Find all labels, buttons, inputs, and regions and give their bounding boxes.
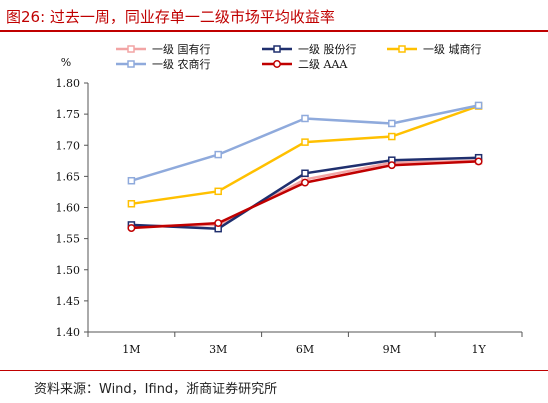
data-point (301, 178, 309, 187)
y-tick-label: 1.65 (56, 170, 81, 183)
data-point (388, 132, 396, 141)
y-tick-label: 1.45 (56, 295, 81, 308)
x-tick-label: 6M (296, 343, 314, 356)
y-tick-label: 1.75 (56, 108, 81, 121)
legend-label: 一级 股份行 (298, 43, 357, 56)
legend-item: 二级 AAA (262, 58, 348, 71)
data-point (214, 150, 222, 159)
legend-swatch-marker (127, 45, 135, 53)
series-line (131, 156, 479, 230)
y-tick-label: 1.80 (56, 77, 81, 90)
legend-label: 二级 AAA (298, 58, 348, 71)
legend-item: 一级 农商行 (116, 57, 211, 71)
legend-label: 一级 农商行 (152, 57, 211, 71)
data-point (214, 187, 222, 196)
data-point (127, 176, 136, 185)
data-point (301, 169, 309, 178)
data-point (474, 101, 483, 110)
figure-title: 图26: 过去一周，同业存单一二级市场平均收益率 (6, 8, 335, 26)
y-tick-label: 1.60 (56, 202, 81, 215)
title-rule (0, 30, 548, 32)
series-4 (127, 101, 483, 185)
legend-label: 一级 国有行 (152, 42, 211, 56)
source-note: 资料来源：Wind，Ifind，浙商证券研究所 (34, 382, 278, 397)
y-tick-label: 1.70 (56, 139, 81, 152)
series-5 (127, 157, 483, 232)
data-point (388, 119, 396, 128)
legend-swatch-marker (273, 45, 281, 53)
data-point (127, 224, 136, 232)
legend-swatch-marker (127, 60, 135, 68)
data-point (301, 114, 309, 123)
chart-axes: % 1.40 1.45 1.50 1.55 1.60 1.65 1.70 1.75 1.80 1M 3… (56, 56, 523, 356)
x-tick-label: 9M (383, 343, 401, 356)
y-tick-label: 1.40 (56, 326, 81, 339)
x-tick-label: 3M (209, 343, 227, 356)
data-point (474, 157, 483, 166)
legend-item: 一级 国有行 (116, 42, 211, 56)
series-1 (127, 157, 483, 230)
data-point (127, 200, 136, 208)
data-point (387, 161, 396, 170)
y-tick-label: 1.55 (56, 233, 81, 246)
legend-swatch-marker (273, 60, 281, 68)
y-axis-unit: % (61, 56, 71, 69)
bottom-rule (0, 370, 548, 371)
y-tick-label: 1.50 (56, 264, 81, 277)
legend-label: 一级 城商行 (423, 42, 482, 56)
data-point (214, 219, 223, 228)
legend-item: 一级 城商行 (387, 42, 482, 56)
legend-swatch-marker (398, 45, 406, 53)
series-layer (127, 101, 483, 233)
legend-item: 一级 股份行 (262, 43, 357, 56)
data-point (301, 138, 309, 146)
x-tick-label: 1M (122, 343, 140, 356)
x-tick-label: 1Y (471, 343, 486, 356)
